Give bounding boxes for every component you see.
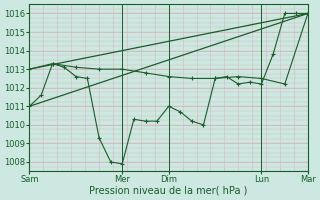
X-axis label: Pression niveau de la mer( hPa ): Pression niveau de la mer( hPa )	[90, 186, 248, 196]
